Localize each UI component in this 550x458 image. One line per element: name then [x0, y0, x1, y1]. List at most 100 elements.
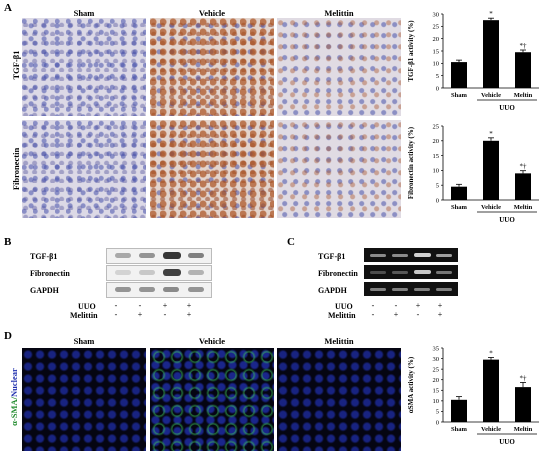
column-title-vehicle: Vehicle — [198, 8, 226, 18]
blot-uuo-label: UUO — [78, 302, 96, 311]
y-tick-label: 15 — [433, 48, 440, 55]
micrograph-vehicle-tgf — [150, 18, 274, 116]
y-tick-label: 15 — [433, 153, 440, 160]
x-tick-label: Sham — [451, 204, 467, 211]
y-tick-label: 5 — [436, 73, 439, 80]
gel-uuo-sign: + — [437, 301, 443, 310]
blot-strip-fibronectin — [106, 265, 212, 281]
y-tick-label: 25 — [433, 123, 440, 130]
gel-row-gapdh: GAPDH — [318, 286, 347, 295]
blot-melittin-sign: + — [137, 310, 143, 319]
gel-uuo-sign: - — [394, 301, 398, 310]
gel-melittin-sign: - — [416, 310, 420, 319]
fluorescence-vehicle — [150, 348, 274, 451]
significance-marker: *† — [520, 163, 528, 171]
fluorescence-melittin — [277, 348, 401, 451]
blot-uuo-sign: + — [186, 301, 192, 310]
x-tick-label: Meltin — [514, 92, 533, 99]
significance-marker: * — [489, 130, 493, 138]
gel-strip-tgf — [364, 248, 458, 262]
row-label-asma-nuclear: α-SMA/Nuclear — [9, 361, 19, 433]
column-title-sham: Sham — [73, 8, 95, 18]
x-tick-label: Vehicle — [481, 426, 501, 433]
micrograph-sham-tgf — [22, 18, 146, 116]
fibronectin-activity-chart: Fibronectin activity (%) 0 5 10 15 20 25 Sham * V… — [407, 123, 539, 224]
blot-melittin-sign: - — [114, 310, 118, 319]
gel-strip-fibronectin — [364, 265, 458, 279]
d-column-title-melittin: Melittin — [324, 336, 354, 346]
y-tick-label: 25 — [433, 366, 440, 373]
gel-melittin-sign: - — [371, 310, 375, 319]
y-tick-label: 15 — [433, 388, 440, 395]
bar — [451, 62, 467, 88]
blot-melittin-label: Melittin — [70, 311, 98, 320]
gel-melittin-label: Melittin — [328, 311, 356, 320]
y-tick-label: 35 — [433, 345, 440, 352]
bar — [515, 52, 531, 88]
gel-melittin-sign: + — [393, 310, 399, 319]
gel-uuo-sign: + — [415, 301, 421, 310]
micrograph-vehicle-fibronectin — [150, 120, 274, 218]
y-tick-label: 0 — [436, 85, 439, 92]
blot-strip-gapdh — [106, 282, 212, 298]
fluorescence-sham — [22, 348, 146, 451]
x-tick-label: Vehicle — [481, 204, 501, 211]
blot-uuo-sign: - — [114, 301, 118, 310]
blot-row-fibronectin: Fibronectin — [30, 269, 70, 278]
panel-label-a: A — [4, 2, 12, 14]
asma-activity-chart: αSMA activity (%) 0 5 10 15 20 25 30 35 Sham * Vehi… — [407, 345, 539, 446]
row-label-tgf: TGF-β1 — [11, 50, 21, 80]
blot-melittin-sign: + — [186, 310, 192, 319]
y-tick-label: 25 — [433, 24, 440, 31]
bar — [483, 140, 499, 200]
gel-uuo-sign: - — [371, 301, 375, 310]
d-column-title-vehicle: Vehicle — [198, 336, 226, 346]
x-tick-label: Meltin — [514, 426, 533, 433]
y-tick-label: 0 — [436, 419, 439, 426]
micrograph-sham-fibronectin — [22, 120, 146, 218]
x-tick-label: Sham — [451, 426, 467, 433]
y-tick-label: 30 — [433, 11, 440, 18]
x-tick-label: Vehicle — [481, 92, 501, 99]
gel-strip-gapdh — [364, 282, 458, 296]
micrograph-melittin-fibronectin — [277, 120, 401, 218]
micrograph-melittin-tgf — [277, 18, 401, 116]
column-title-melittin: Melittin — [324, 8, 354, 18]
y-tick-label: 10 — [433, 61, 440, 68]
y-tick-label: 0 — [436, 197, 439, 204]
y-tick-label: 5 — [436, 409, 439, 416]
y-tick-label: 20 — [433, 138, 440, 145]
blot-row-tgf: TGF-β1 — [30, 252, 58, 261]
significance-marker: *† — [520, 374, 528, 382]
y-axis-label: αSMA activity (%) — [407, 356, 415, 413]
group-label: UUO — [499, 104, 515, 112]
bar — [483, 20, 499, 88]
gel-row-fibronectin: Fibronectin — [318, 269, 358, 278]
gel-uuo-label: UUO — [335, 302, 353, 311]
x-tick-label: Meltin — [514, 204, 533, 211]
panel-label-b: B — [4, 236, 12, 248]
y-tick-label: 30 — [433, 356, 440, 363]
blot-uuo-sign: + — [162, 301, 168, 310]
significance-marker: * — [489, 350, 493, 358]
d-column-title-sham: Sham — [73, 336, 95, 346]
blot-uuo-sign: - — [138, 301, 142, 310]
y-axis-label: TGF-β1 activity (%) — [407, 20, 415, 82]
blot-row-gapdh: GAPDH — [30, 286, 59, 295]
group-label: UUO — [499, 438, 515, 446]
panel-label-c: C — [287, 236, 295, 248]
group-label: UUO — [499, 216, 515, 224]
y-tick-label: 20 — [433, 36, 440, 43]
gel-melittin-sign: + — [437, 310, 443, 319]
bar — [483, 359, 499, 422]
blot-strip-tgf — [106, 248, 212, 264]
row-label-asma: α-SMA/ — [9, 396, 19, 426]
y-tick-label: 5 — [436, 183, 439, 190]
bar — [451, 186, 467, 200]
bar — [451, 399, 467, 422]
bar — [515, 387, 531, 422]
y-axis-label: Fibronectin activity (%) — [407, 126, 415, 199]
blot-melittin-sign: - — [163, 310, 167, 319]
row-label-nuclear: Nuclear — [9, 368, 19, 397]
panel-label-d: D — [4, 330, 12, 342]
